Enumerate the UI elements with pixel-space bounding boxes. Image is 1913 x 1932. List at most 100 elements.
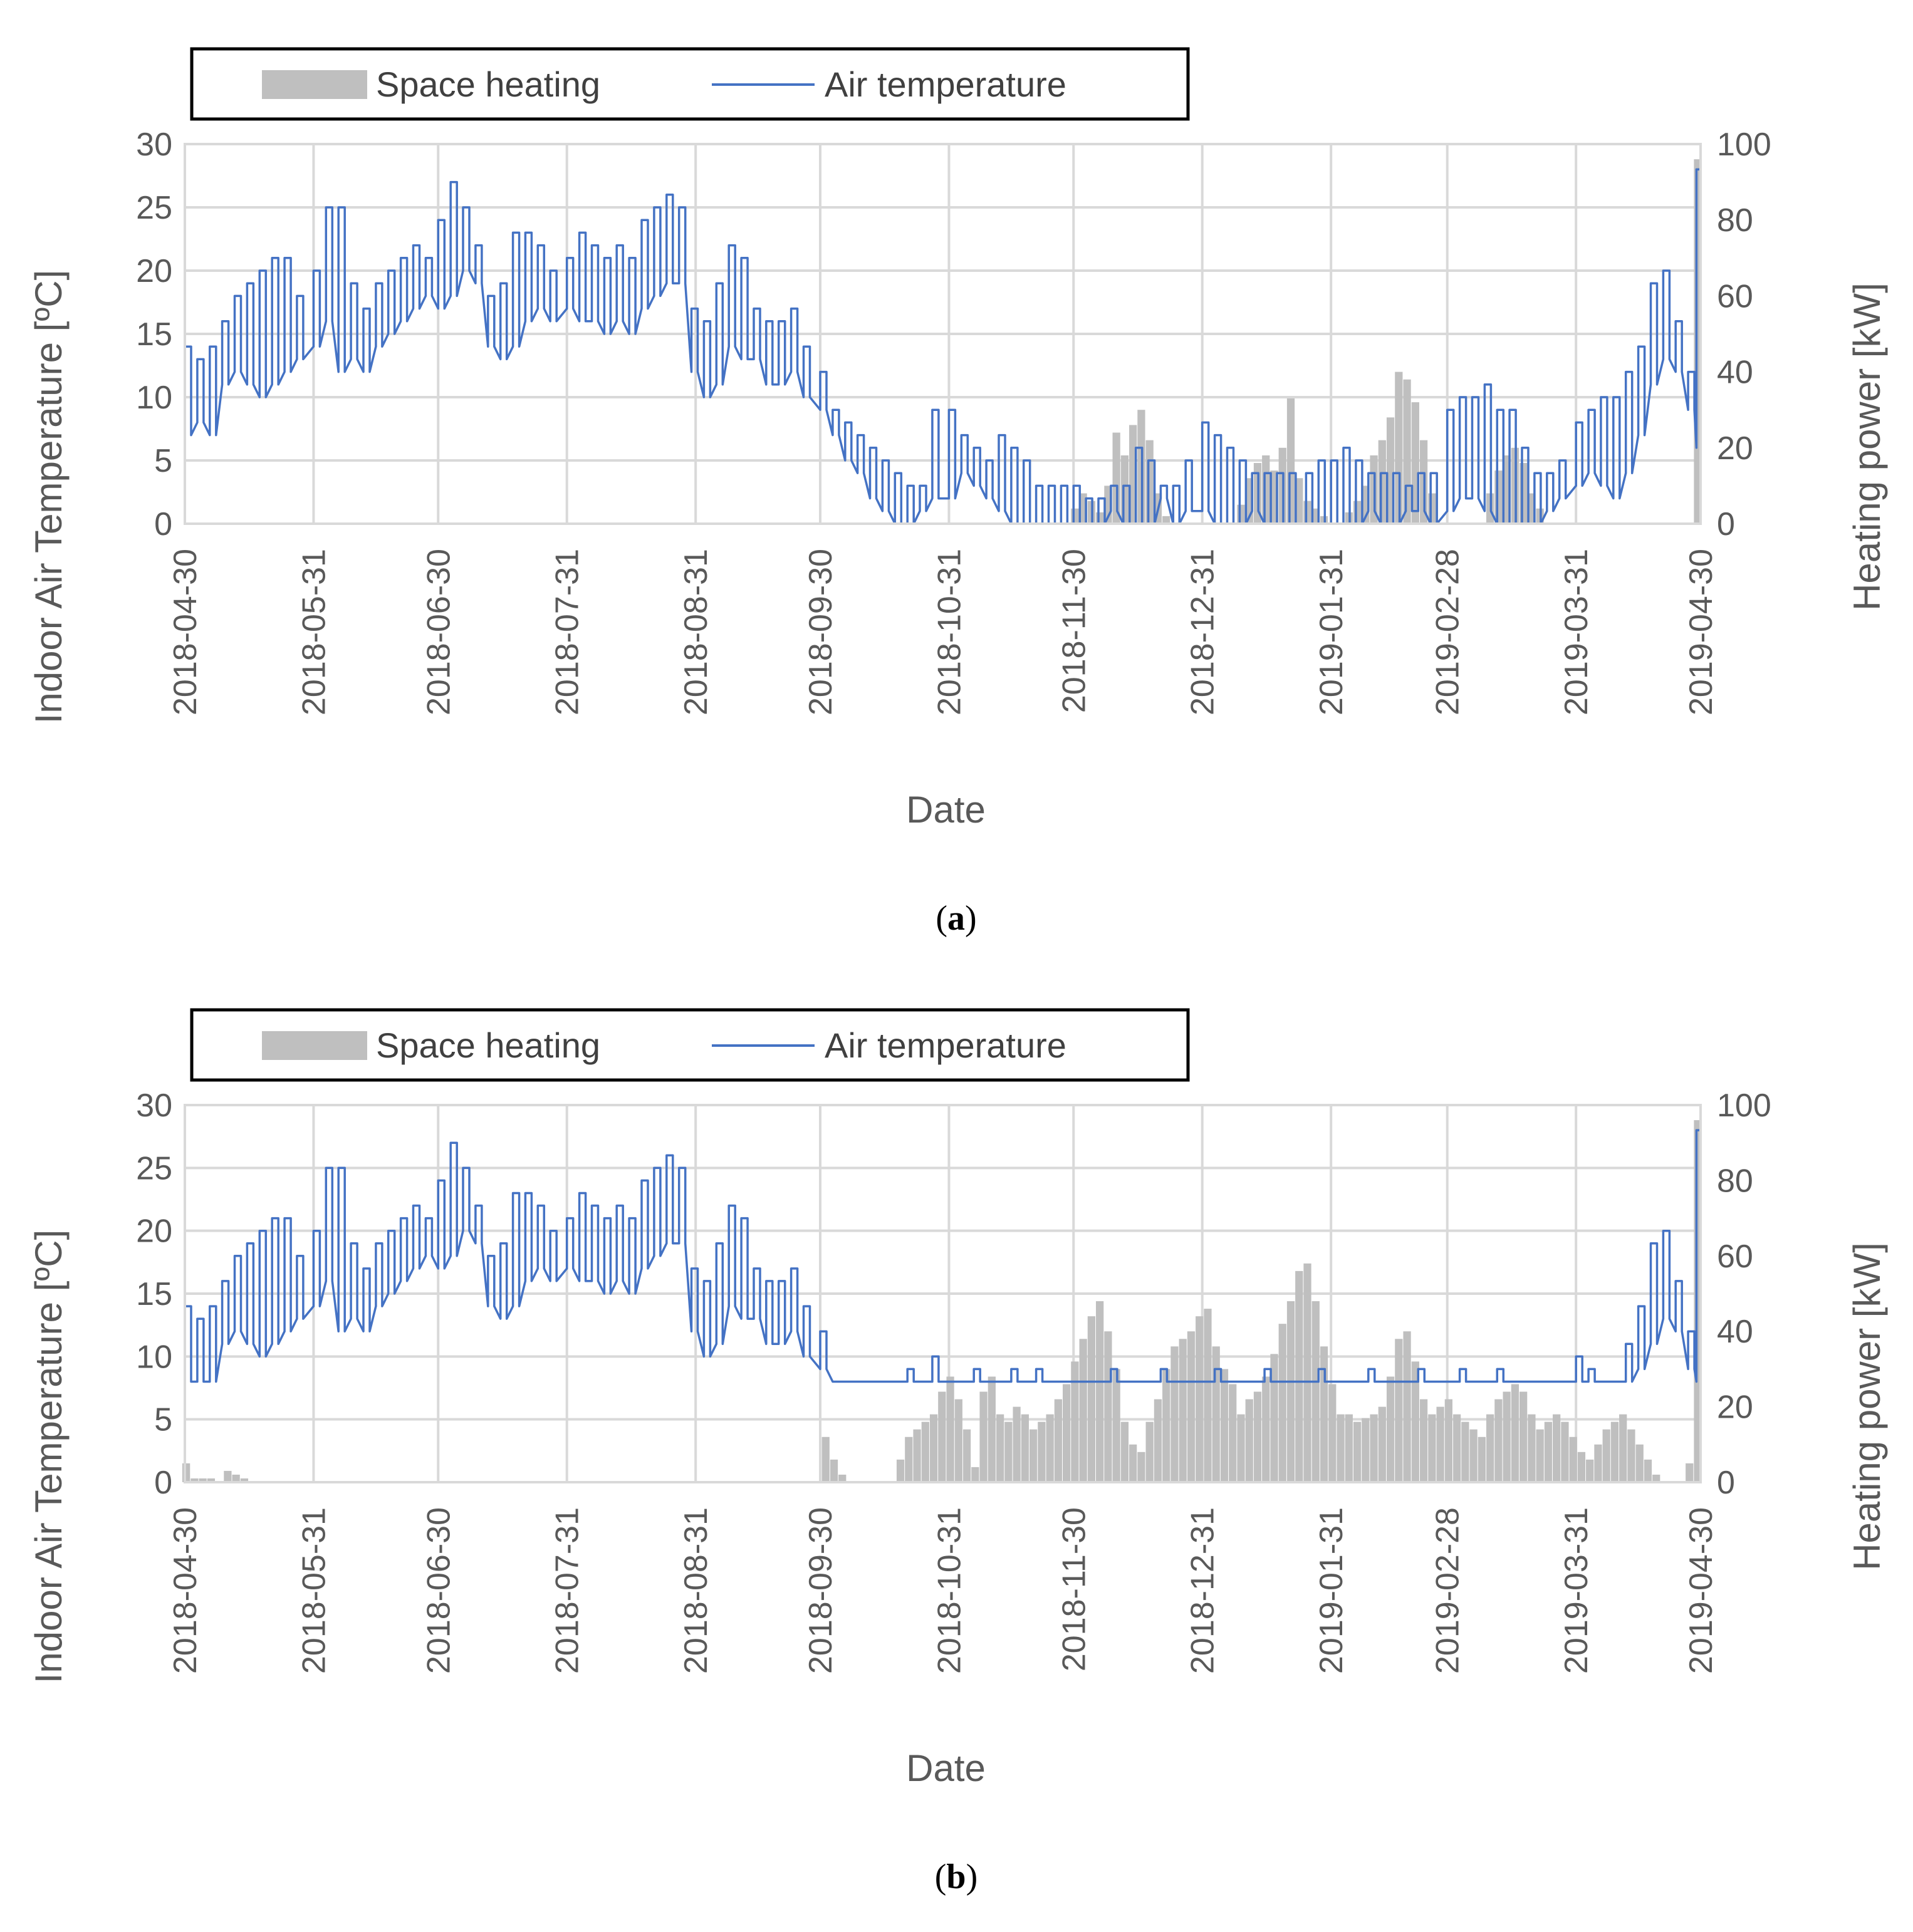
x-tick-label: 2018-11-30 [1056,1507,1092,1671]
heating-bar [1286,1301,1295,1482]
heating-bar [1328,1384,1337,1482]
x-tick-label: 2018-05-31 [296,549,332,715]
caption-open-paren: ( [936,899,947,938]
heating-bar [1362,1418,1370,1482]
x-tick-label: 2019-01-31 [1313,549,1350,715]
heating-bar [1478,1436,1486,1482]
heating-bar [1411,1361,1419,1482]
heating-bar [1419,1399,1428,1482]
legend-heating-label: Space heating [376,1026,600,1065]
heating-bar [1594,1444,1602,1482]
legend-heating-swatch-icon [262,70,367,99]
heating-bar [1170,1346,1179,1482]
heating-bar [1071,1361,1079,1482]
heating-bar [954,1399,962,1482]
heating-bar [1370,1414,1378,1482]
x-tick-label: 2019-04-30 [1683,549,1719,715]
y-left-tick-label: 25 [136,190,172,226]
heating-bar [1345,1414,1353,1482]
heating-bar [1511,1384,1519,1482]
legend-temperature-label: Air temperature [825,65,1066,104]
heating-bar [1187,1331,1196,1482]
heating-bar [962,1429,971,1482]
y-right-tick-label: 100 [1717,1088,1771,1124]
heating-bar [1229,1384,1237,1482]
heating-bar [1096,512,1104,524]
heating-bar [1303,1263,1311,1482]
heating-bar [905,1436,913,1482]
x-axis-title: Date [906,789,986,831]
y-right-tick-label: 60 [1717,1239,1753,1275]
heating-bar [1179,1339,1187,1482]
heating-bar [1013,1406,1021,1482]
heating-bar [1469,1429,1478,1482]
heating-bar [1686,1463,1694,1482]
y-right-tick-label: 0 [1717,506,1735,543]
legend-heating-label: Space heating [376,65,600,104]
y-right-axis-title: Heating power [kW] [1846,283,1888,611]
y-left-tick-label: 25 [136,1150,172,1187]
heating-bar [1162,516,1170,524]
heating-bar [996,1414,1004,1482]
heating-bar [1544,1421,1553,1482]
heating-bar [1120,455,1129,524]
heating-bar [1046,1414,1054,1482]
heating-bar [1311,1301,1320,1482]
x-tick-label: 2018-08-31 [678,549,714,715]
heating-bar [1096,1301,1104,1482]
heating-bar [1145,440,1154,524]
heating-bar [1337,1414,1345,1482]
heating-bar [1586,1459,1594,1482]
heating-bar [199,1478,207,1482]
heating-bar [979,1391,988,1482]
heating-series [182,1120,1701,1482]
heating-bar [232,1474,240,1482]
y-right-tick-label: 80 [1717,202,1753,239]
heating-bar [1295,1270,1303,1482]
heating-bar [1577,1452,1586,1482]
x-tick-label: 2018-09-30 [803,1507,839,1674]
caption-letter: b [946,1857,966,1896]
legend: Space heating Air temperature [190,47,1190,121]
x-tick-label: 2018-07-31 [550,549,586,715]
heating-bar [1295,478,1303,524]
heating-bar [1112,432,1120,524]
x-tick-label: 2019-02-28 [1430,1507,1466,1674]
heating-bar [1137,1452,1145,1482]
heating-bar [1253,1391,1262,1482]
caption-open-paren: ( [935,1857,947,1896]
heating-bar [1320,1346,1328,1482]
heating-bar [1154,1399,1162,1482]
heating-bar [1553,1414,1561,1482]
heating-bar [1602,1429,1610,1482]
chart-panel-a: Space heating Air temperature 0 5 10 15 20 25 30… [28,47,1888,938]
heating-bar [1528,1414,1536,1482]
x-axis-title: Date [906,1747,986,1789]
x-tick-label: 2018-12-31 [1185,549,1221,715]
heating-bar [1145,1421,1154,1482]
y-left-tick-label: 0 [154,506,172,543]
heating-bar [1436,1406,1444,1482]
y-left-tick-label: 10 [136,1339,172,1375]
heating-bar [1428,1414,1436,1482]
heating-bar [896,1459,905,1482]
heating-bar [240,1478,249,1482]
caption-close-paren: ) [965,899,977,938]
heating-bar [1444,1399,1452,1482]
heating-bar [1635,1444,1644,1482]
y-left-tick-label: 20 [136,1213,172,1250]
heating-bar [1395,371,1403,524]
heating-bar [1038,1421,1046,1482]
x-tick-label: 2018-06-30 [420,1507,457,1674]
heating-bar [1054,1399,1063,1482]
heating-bar [1536,1429,1544,1482]
y-left-tick-label: 20 [136,253,172,289]
heating-bar [921,1421,929,1482]
heating-bar [1644,1459,1652,1482]
heating-bar [1519,463,1528,524]
heating-bar [1353,1421,1362,1482]
heating-bar [190,1478,199,1482]
heating-bar [1627,1429,1635,1482]
heating-bar [1162,1369,1170,1482]
